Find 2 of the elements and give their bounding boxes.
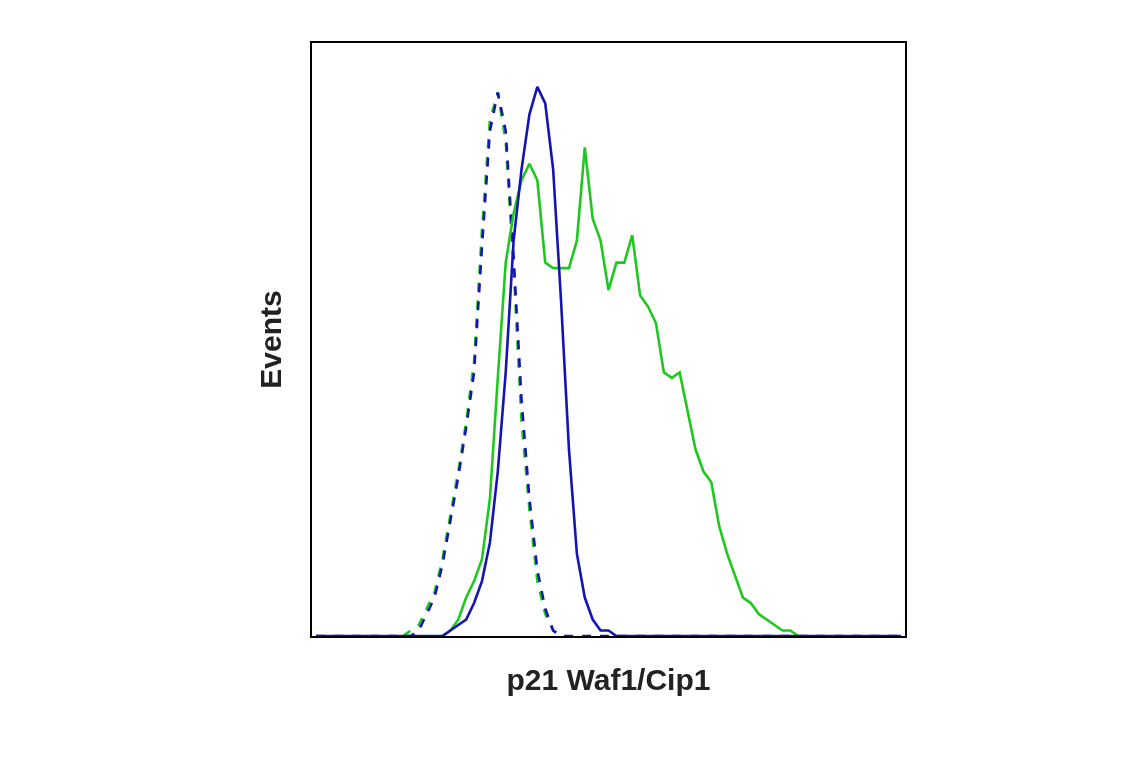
y-axis-title: Events (253, 290, 287, 389)
x-axis-title: p21 Waf1/Cip1 (506, 663, 711, 697)
